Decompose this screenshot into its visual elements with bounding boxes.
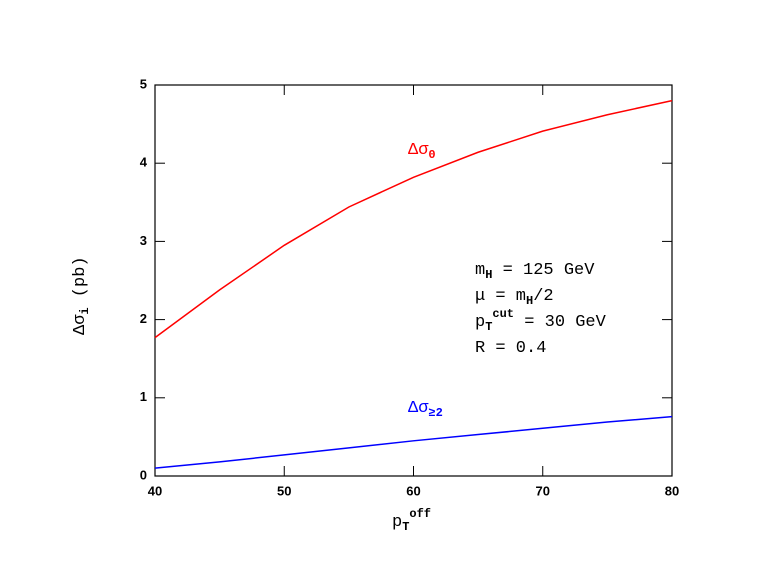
annotation-line: pTcut = 30 GeV	[475, 307, 607, 334]
annotation-line-part: T	[485, 320, 492, 334]
series-label-part: Δσ	[408, 399, 429, 418]
annotation-line: mH = 125 GeV	[475, 261, 595, 282]
x-axis-label-part: p	[392, 513, 402, 532]
annotation-line-part: m	[475, 261, 485, 280]
annotation-line-part: /2	[533, 287, 553, 306]
y-tick-label: 5	[140, 76, 147, 91]
annotation-line-part: μ = m	[475, 287, 526, 306]
y-axis-label-part: Δσ	[71, 314, 90, 335]
y-axis-label-part: (pb)	[71, 256, 90, 307]
line-series	[154, 415, 673, 469]
x-axis-label-part: off	[409, 507, 431, 521]
series-label: Δσ≥2	[408, 399, 443, 420]
x-tick-label: 70	[536, 483, 550, 498]
annotation-line-part: p	[475, 313, 485, 332]
y-axis-label: Δσi (pb)	[71, 256, 92, 335]
annotation-line: μ = mH/2	[475, 287, 554, 308]
annotation-line-part: R = 0.4	[475, 339, 546, 358]
x-tick-label: 50	[277, 483, 291, 498]
annotation-line-part: H	[526, 294, 533, 308]
x-tick-label: 80	[665, 483, 679, 498]
annotation-line-part: cut	[492, 307, 514, 321]
y-tick-label: 1	[140, 389, 147, 404]
y-tick-label: 0	[140, 467, 147, 482]
series-label-part: Δσ	[408, 141, 429, 160]
y-tick-label: 4	[140, 155, 148, 170]
series-label-part: 0	[428, 148, 435, 162]
annotation-line: R = 0.4	[475, 339, 546, 358]
annotation-line-part: = 30 GeV	[514, 313, 607, 332]
y-axis-label-part: i	[78, 307, 92, 314]
x-tick-label: 60	[406, 483, 420, 498]
annotation-line-part: H	[485, 268, 492, 282]
y-tick-label: 2	[140, 311, 147, 326]
series-label: Δσ0	[408, 141, 436, 162]
x-axis-label-part: T	[402, 520, 409, 534]
x-tick-label: 40	[148, 483, 162, 498]
x-axis-label: pToff	[392, 507, 431, 534]
series-label-part: ≥2	[428, 406, 442, 420]
line-series	[154, 99, 673, 339]
annotation-line-part: = 125 GeV	[492, 261, 595, 280]
y-tick-label: 3	[140, 233, 147, 248]
